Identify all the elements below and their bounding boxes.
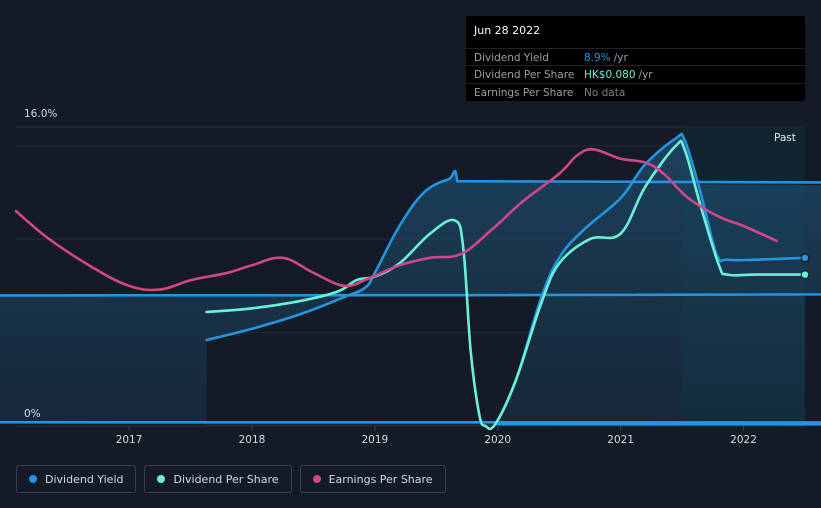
legend-item-dividend-yield[interactable]: Dividend Yield	[16, 465, 137, 493]
legend-dot-icon	[29, 475, 37, 483]
tooltip-value: No data	[584, 87, 626, 99]
legend-item-dividend-per-share[interactable]: Dividend Per Share	[144, 465, 292, 493]
tooltip-row-earnings-per-share: Earnings Per Share No data	[466, 83, 805, 102]
tooltip-label: Dividend Per Share	[474, 69, 575, 81]
endpoint-dividend-per-share	[800, 270, 810, 279]
tooltip-row-dividend-per-share: Dividend Per Share HK$0.080/yr	[466, 65, 805, 84]
tooltip-date: Jun 28 2022	[474, 24, 541, 37]
legend-dot-icon	[157, 475, 166, 483]
legend: Dividend Yield Dividend Per Share Earnin…	[16, 465, 446, 493]
line-dividend-per-share	[205, 139, 807, 431]
tooltip-value: 8.9%	[584, 52, 611, 64]
tooltip-value: HK$0.080	[584, 69, 636, 81]
legend-label: Dividend Per Share	[173, 472, 279, 486]
past-label: Past	[774, 132, 796, 144]
legend-label: Dividend Yield	[45, 472, 124, 486]
legend-dot-icon	[312, 475, 321, 483]
legend-item-earnings-per-share[interactable]: Earnings Per Share	[299, 465, 446, 493]
chart-lines	[0, 134, 821, 429]
y-tick-label-max: 16.0%	[24, 108, 58, 120]
legend-label: Earnings Per Share	[328, 472, 433, 486]
x-tick-label: 2017	[116, 434, 143, 446]
tooltip-unit: /yr	[613, 52, 628, 64]
x-tick-label: 2021	[607, 434, 634, 446]
tooltip-label: Earnings Per Share	[474, 87, 574, 99]
x-tick-label: 2019	[361, 434, 388, 446]
tooltip-unit: /yr	[638, 69, 653, 81]
tooltip: Jun 28 2022 Dividend Yield 8.9%/yr Divid…	[466, 16, 805, 101]
tooltip-label: Dividend Yield	[474, 52, 549, 64]
y-tick-label-min: 0%	[24, 408, 41, 420]
x-tick-label: 2018	[239, 434, 266, 446]
line-earnings-per-share	[14, 147, 778, 292]
endpoint-dividend-yield	[800, 253, 810, 263]
tooltip-row-dividend-yield: Dividend Yield 8.9%/yr	[466, 48, 805, 67]
x-tick-label: 2022	[730, 434, 757, 446]
x-axis-ticks: 2017 2018 2019 2020 2021 2022	[116, 426, 757, 446]
x-tick-label: 2020	[484, 434, 511, 446]
chart-endpoints	[800, 253, 810, 279]
